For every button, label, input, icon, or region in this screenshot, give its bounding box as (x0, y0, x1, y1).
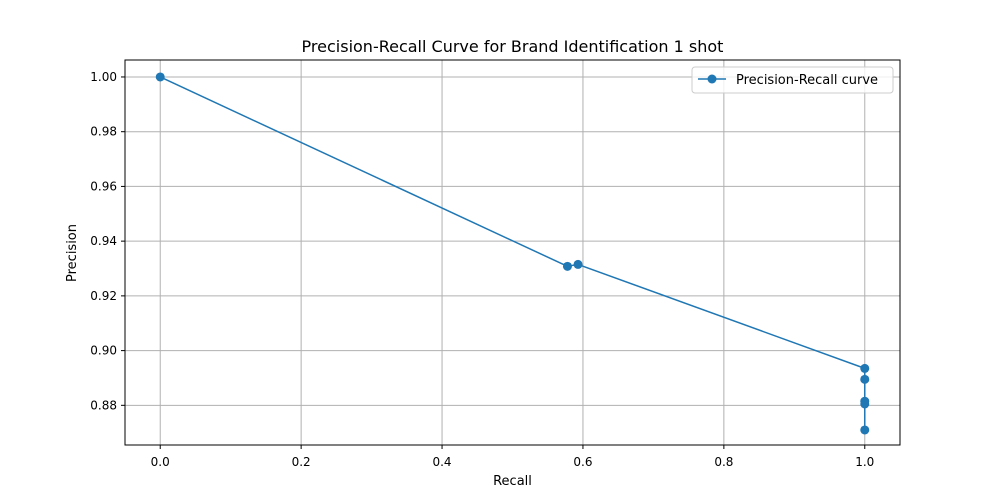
x-tick-label: 0.0 (151, 455, 170, 469)
data-point (860, 374, 870, 384)
y-tick-label: 0.98 (90, 125, 117, 139)
x-tick-label: 0.6 (573, 455, 592, 469)
y-tick-label: 0.90 (90, 344, 117, 358)
series (155, 72, 870, 435)
legend: Precision-Recall curve (691, 66, 894, 94)
y-tick-label: 0.88 (90, 398, 117, 412)
y-tick-label: 0.94 (90, 234, 117, 248)
x-axis-label: Recall (493, 474, 532, 489)
legend-box (691, 66, 894, 94)
y-tick-label: 0.96 (90, 179, 117, 193)
x-tick-label: 0.4 (432, 455, 451, 469)
x-tick-label: 0.8 (714, 455, 733, 469)
y-axis-label: Precision (65, 224, 80, 282)
data-point (573, 259, 583, 269)
data-point (860, 399, 870, 409)
plot-frame (124, 59, 901, 446)
axis-ticks: 0.0 0.2 0.4 0.6 0.8 1.0 0.88 0.90 0.92 0.94 0.96 0.… (90, 70, 874, 469)
x-tick-label: 1.0 (855, 455, 874, 469)
data-point (562, 261, 572, 271)
chart-title: Precision-Recall Curve for Brand Identif… (302, 37, 724, 56)
legend-point-marker (707, 74, 717, 84)
data-point (155, 72, 165, 82)
data-point (860, 425, 870, 435)
y-tick-label: 0.92 (90, 289, 117, 303)
legend-label: Precision-Recall curve (736, 73, 878, 88)
x-tick-label: 0.2 (292, 455, 311, 469)
y-tick-label: 1.00 (90, 70, 117, 84)
data-point (860, 363, 870, 373)
